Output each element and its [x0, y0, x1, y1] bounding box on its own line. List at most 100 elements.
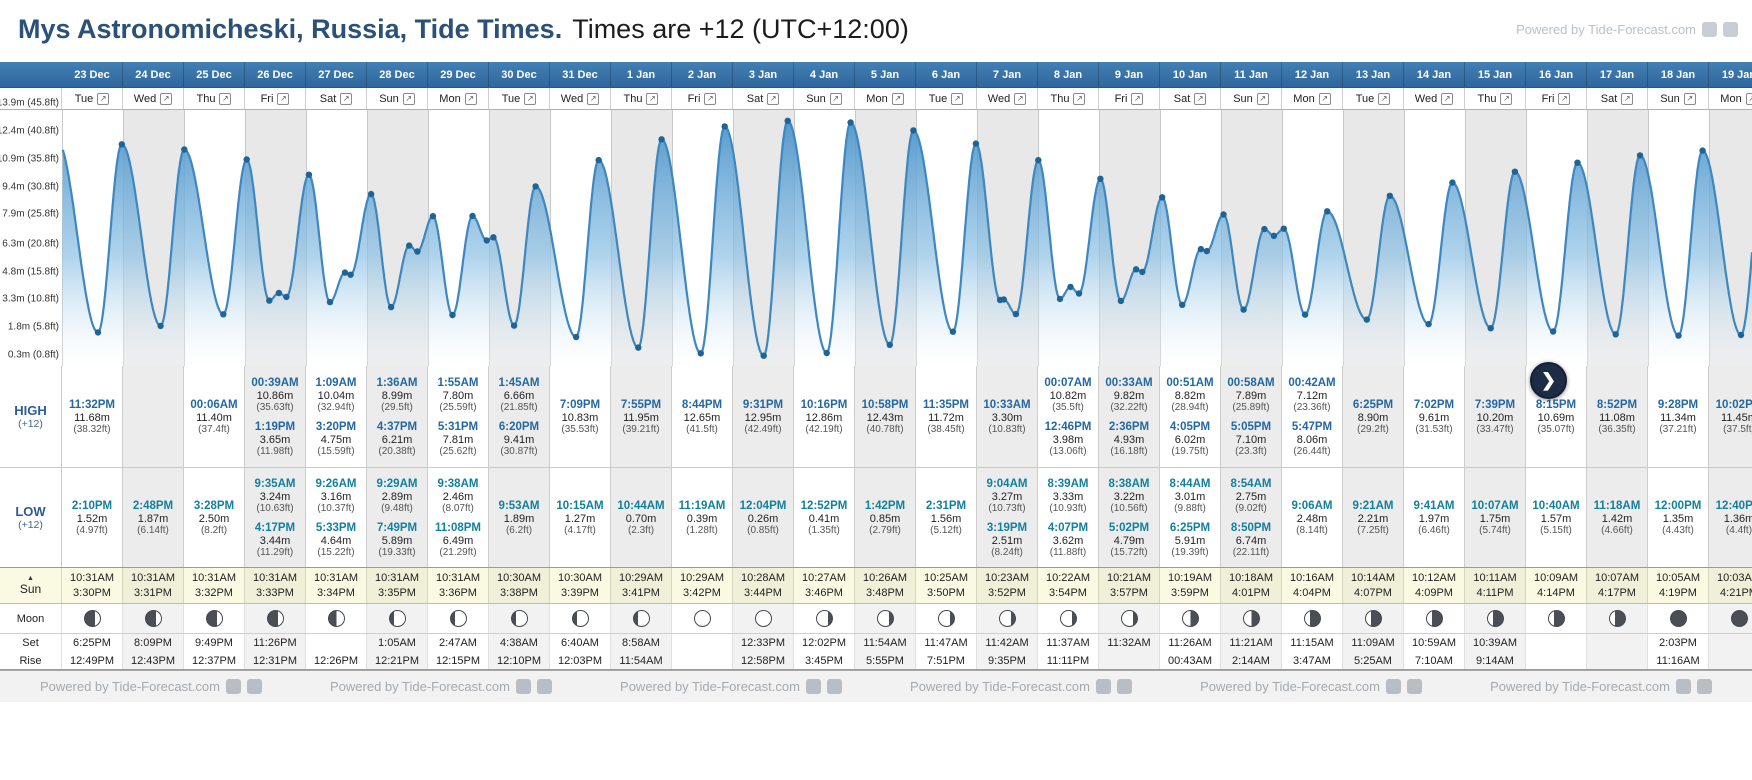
sunrise-time: 10:30AM [557, 571, 603, 584]
tide-extreme-dot [1261, 225, 1268, 233]
expand-day-icon[interactable]: ↗ [587, 92, 600, 105]
high-tide-cell: 9:28PM 11.34m (37.21ft) [1648, 366, 1709, 467]
expand-day-icon[interactable]: ↗ [1131, 92, 1144, 105]
dow-label: Sat [1600, 92, 1618, 105]
expand-day-icon[interactable]: ↗ [1441, 92, 1454, 105]
tide-time: 9:28PM [1657, 398, 1699, 411]
tide-area-fill [62, 120, 1752, 366]
dow-label: Wed [560, 92, 584, 105]
tide-height-ft: (5.12ft) [930, 524, 962, 536]
tide-entry-high: 10:16PM 12.86m (42.19ft) [801, 399, 848, 435]
watermark-text: Powered by Tide-Forecast.com [910, 679, 1090, 694]
sun-times-cell: 10:21AM 3:57PM [1099, 568, 1160, 603]
tide-entry-high: 5:05PM 7.10m (23.3ft) [1231, 421, 1271, 457]
expand-day-icon[interactable]: ↗ [277, 92, 290, 105]
expand-day-icon[interactable]: ↗ [891, 92, 904, 105]
expand-day-icon[interactable]: ↗ [829, 92, 842, 105]
tide-entry-low: 10:15AM 1.27m (4.17ft) [556, 500, 603, 536]
tide-height-ft: (8.07ft) [442, 502, 474, 514]
tide-time: 10:02PM [1715, 398, 1752, 411]
tide-height-ft: (30.87ft) [500, 445, 538, 457]
expand-day-icon[interactable]: ↗ [767, 92, 780, 105]
tide-time: 00:42AM [1288, 376, 1336, 389]
dow-label: Wed [133, 92, 157, 105]
date-cell: 1 Jan [611, 62, 672, 87]
tide-height-ft: (10.63ft) [256, 502, 294, 514]
low-tide-row: LOW (+12) 2:10PM 1.52m (4.97ft) 2:48PM 1.87m… [0, 468, 1752, 568]
moon-phase-icon [1303, 610, 1321, 627]
tide-height-ft: (5.74ft) [1479, 524, 1511, 536]
tide-height-ft: (37.5ft) [1723, 423, 1752, 435]
sun-times-cell: 10:03AM 4:21PM [1709, 568, 1752, 603]
tide-entry-high: 1:36AM 8.99m (29.5ft) [377, 377, 418, 413]
dow-cell: Thu ↗ [1038, 88, 1099, 109]
tide-extreme-dot [784, 117, 791, 124]
expand-day-icon[interactable]: ↗ [340, 92, 353, 105]
sun-times-cell: 10:09AM 4:14PM [1526, 568, 1587, 603]
tide-extreme-dot [1012, 310, 1020, 318]
tide-height-ft: (8.2ft) [200, 524, 228, 536]
expand-day-icon[interactable]: ↗ [704, 92, 717, 105]
tide-entry-low: 2:48PM 1.87m (6.14ft) [133, 500, 173, 536]
expand-day-icon[interactable]: ↗ [1014, 92, 1027, 105]
high-tide-cell: 7:09PM 10.83m (35.53ft) [550, 366, 611, 467]
expand-day-icon[interactable]: ↗ [524, 92, 537, 105]
expand-day-icon[interactable]: ↗ [1378, 92, 1391, 105]
tide-entry-low: 9:29AM 2.89m (9.48ft) [377, 478, 418, 514]
tide-height-ft: (23.36ft) [1293, 401, 1331, 413]
expand-day-icon[interactable]: ↗ [1256, 92, 1269, 105]
rise-row-label: Rise [0, 652, 62, 669]
sunrise-time: 10:14AM [1350, 571, 1396, 584]
tide-height-m: 2.21m [1357, 512, 1389, 525]
moon-cell [855, 604, 916, 633]
dow-label: Thu [1050, 92, 1070, 105]
expand-day-icon[interactable]: ↗ [1500, 92, 1513, 105]
tide-extreme-dot [1636, 152, 1644, 159]
expand-day-icon[interactable]: ↗ [1621, 92, 1634, 105]
watermark-badge-icon [1696, 679, 1712, 694]
tide-extreme-dot [1056, 295, 1064, 303]
footer-watermark-bar: Powered by Tide-Forecast.com Powered by T… [0, 670, 1752, 702]
expand-day-icon[interactable]: ↗ [1194, 92, 1207, 105]
expand-day-icon[interactable]: ↗ [1558, 92, 1571, 105]
tide-height-ft: (11.98ft) [256, 445, 294, 457]
expand-day-icon[interactable]: ↗ [1073, 92, 1086, 105]
tide-time: 2:48PM [132, 499, 174, 512]
expand-day-icon[interactable]: ↗ [951, 92, 964, 105]
low-tide-cell: 9:38AM 2.46m (8.07ft) 11:08PM 6.49m (21.29ft) [428, 468, 489, 567]
tide-entry-low: 12:40PM1.36m(4.4ft) [1716, 500, 1752, 536]
watermark-bottom: Powered by Tide-Forecast.com [1490, 679, 1712, 694]
expand-day-icon[interactable]: ↗ [1745, 92, 1752, 105]
tide-extreme-dot [305, 171, 313, 178]
expand-day-icon[interactable]: ↗ [1318, 92, 1331, 105]
dow-label: Mon [866, 92, 888, 105]
expand-day-icon[interactable]: ↗ [97, 92, 110, 105]
moonset-time-cell: 2:47AM [428, 634, 489, 652]
sunset-time: 3:33PM [256, 586, 294, 599]
expand-day-icon[interactable]: ↗ [219, 92, 232, 105]
moon-phase-icon [83, 610, 101, 627]
moon-cell [916, 604, 977, 633]
moonset-time-cell: 11:26AM [1160, 634, 1221, 652]
expand-day-icon[interactable]: ↗ [402, 92, 415, 105]
tide-height-m: 11.45m [1721, 411, 1752, 424]
tide-entry-high: 8:52PM 11.08m (36.35ft) [1597, 399, 1637, 435]
sunset-time: 3:38PM [500, 586, 538, 599]
expand-day-icon[interactable]: ↗ [1683, 92, 1696, 105]
moonset-time-cell: 12:33PM [733, 634, 794, 652]
moonrise-time-cell: 3:45PM [794, 652, 855, 669]
tide-entry-high: 4:05PM 6.02m (19.75ft) [1170, 421, 1210, 457]
sunset-time: 3:59PM [1171, 586, 1209, 599]
next-days-button[interactable]: ❯ [1530, 362, 1567, 399]
expand-day-icon[interactable]: ↗ [160, 92, 173, 105]
date-row: 23 Dec 24 Dec 25 Dec 26 Dec 27 Dec 28 Dec 29 D… [62, 62, 1752, 87]
expand-day-icon[interactable]: ↗ [646, 92, 659, 105]
expand-day-icon[interactable]: ↗ [464, 92, 477, 105]
moon-cell [428, 604, 489, 633]
tide-entry-high: 7:02PM 9.61m (31.53ft) [1414, 399, 1454, 435]
low-label: LOW [15, 504, 46, 519]
date-cell: 2 Jan [672, 62, 733, 87]
low-tide-cell: 2:31PM 1.56m (5.12ft) [916, 468, 977, 567]
low-tide-cell: 8:44AM 3.01m (9.88ft) 6:25PM 5.91m (19.39ft) [1160, 468, 1221, 567]
tide-entry-low: 11:19AM 0.39m (1.28ft) [679, 500, 726, 536]
